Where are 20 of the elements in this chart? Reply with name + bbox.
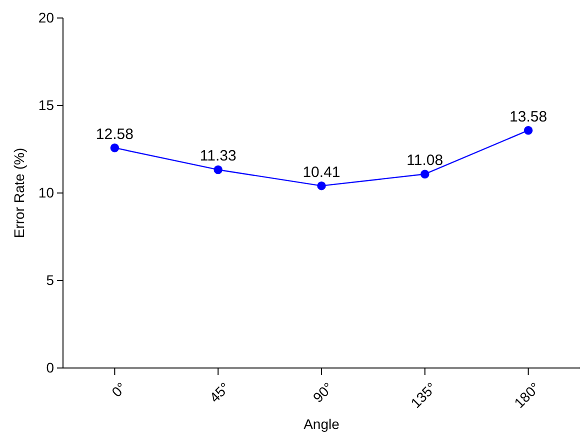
point	[420, 170, 430, 178]
y-tick-label: 20	[38, 9, 54, 26]
x-axis-title: Angle	[304, 416, 340, 432]
point	[110, 143, 120, 152]
point	[317, 181, 326, 190]
data-label: 13.58	[510, 108, 548, 126]
point	[524, 126, 533, 135]
data-label: 11.33	[200, 148, 236, 165]
data-label: 10.41	[302, 164, 340, 181]
x-tick-label: 45°	[206, 379, 233, 406]
x-tick-label: 90°	[310, 379, 336, 406]
x-tick-label: 0°	[108, 379, 130, 400]
y-tick-label: 10	[38, 184, 54, 200]
y-tick-label: 15	[38, 96, 54, 113]
point	[214, 165, 222, 174]
y-tick-label: 0	[46, 359, 54, 376]
data-label: 11.08	[406, 152, 444, 170]
y-axis-title: Error Rate (%)	[11, 148, 27, 238]
data-label: 12.58	[96, 126, 134, 143]
y-tick-label: 5	[46, 272, 54, 288]
